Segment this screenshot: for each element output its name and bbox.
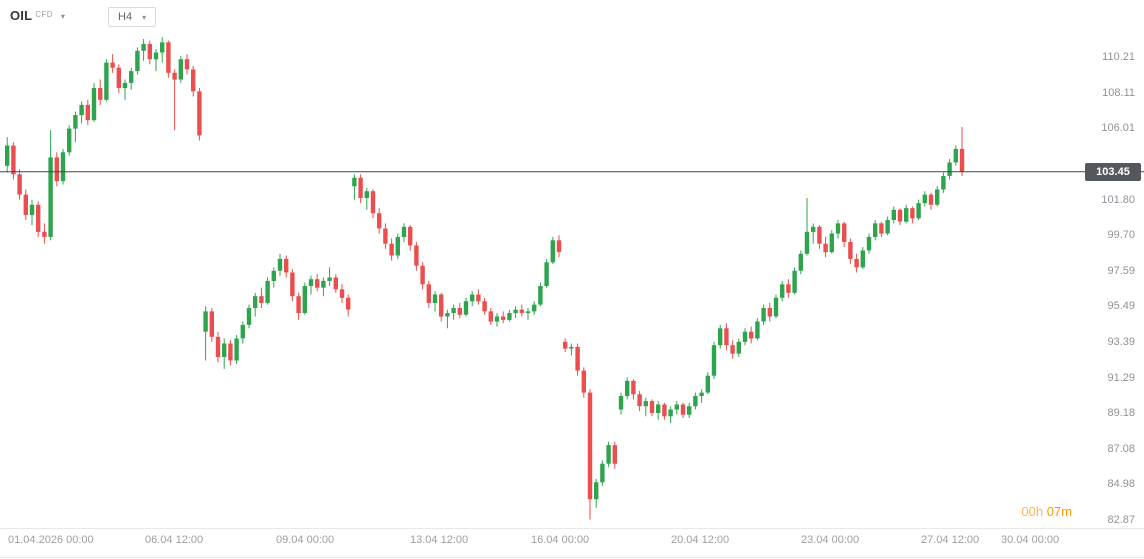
current-price-badge: 103.45 — [1085, 162, 1141, 181]
time-tick-label: 06.04 12:00 — [145, 534, 204, 546]
price-tick-label: 106.01 — [1101, 122, 1135, 135]
price-tick-label: 97.59 — [1107, 264, 1135, 277]
price-tick-label: 82.87 — [1107, 514, 1135, 527]
time-tick-label: 16.04 00:00 — [531, 534, 590, 546]
price-tick-label: 108.11 — [1102, 86, 1135, 99]
price-tick-label: 110.21 — [1102, 51, 1135, 64]
price-tick-label: 89.18 — [1107, 407, 1135, 420]
price-tick-label: 87.08 — [1107, 442, 1135, 455]
price-tick-label: 95.49 — [1107, 300, 1135, 313]
price-tick-label: 93.39 — [1107, 336, 1135, 348]
price-tick-label: 99.70 — [1107, 229, 1135, 242]
timeframe-label: H4 — [118, 11, 133, 23]
chevron-down-icon: ▾ — [142, 12, 147, 22]
time-tick-label: 09.04 00:00 — [276, 534, 335, 546]
price-tick-label: 101.80 — [1101, 193, 1135, 206]
timeframe-selector[interactable]: H4 ▾ — [108, 7, 157, 27]
chevron-down-icon: ▾ — [60, 12, 65, 21]
timer-hours: 00h — [1021, 504, 1044, 519]
price-scale[interactable]: 110.21 108.11 106.01 101.80 99.70 97.59 95.49 9… — [1084, 0, 1144, 528]
instrument-type-label: CFD — [35, 10, 53, 19]
time-tick-label: 23.04 00:00 — [801, 534, 860, 546]
time-tick-label: 20.04 12:00 — [671, 534, 730, 546]
time-tick-label: 01.04.2026 00:00 — [8, 534, 94, 546]
timer-minutes: 07m — [1046, 504, 1072, 519]
symbol-label: OIL — [10, 8, 33, 23]
time-tick-label: 30.04 00:00 — [1001, 534, 1060, 546]
candle-countdown-timer: 00h 07m — [1021, 504, 1072, 519]
symbol-selector[interactable]: OIL CFD ▾ — [10, 9, 65, 23]
time-scale[interactable]: 01.04.2026 00:00 06.04 12:00 09.04 00:00 13… — [0, 528, 1144, 558]
candlestick-plot[interactable] — [0, 0, 1144, 528]
time-tick-label: 27.04 12:00 — [921, 534, 980, 546]
price-tick-label: 91.29 — [1107, 371, 1135, 384]
price-tick-label: 84.98 — [1107, 478, 1135, 491]
time-tick-label: 13.04 12:00 — [410, 534, 469, 546]
